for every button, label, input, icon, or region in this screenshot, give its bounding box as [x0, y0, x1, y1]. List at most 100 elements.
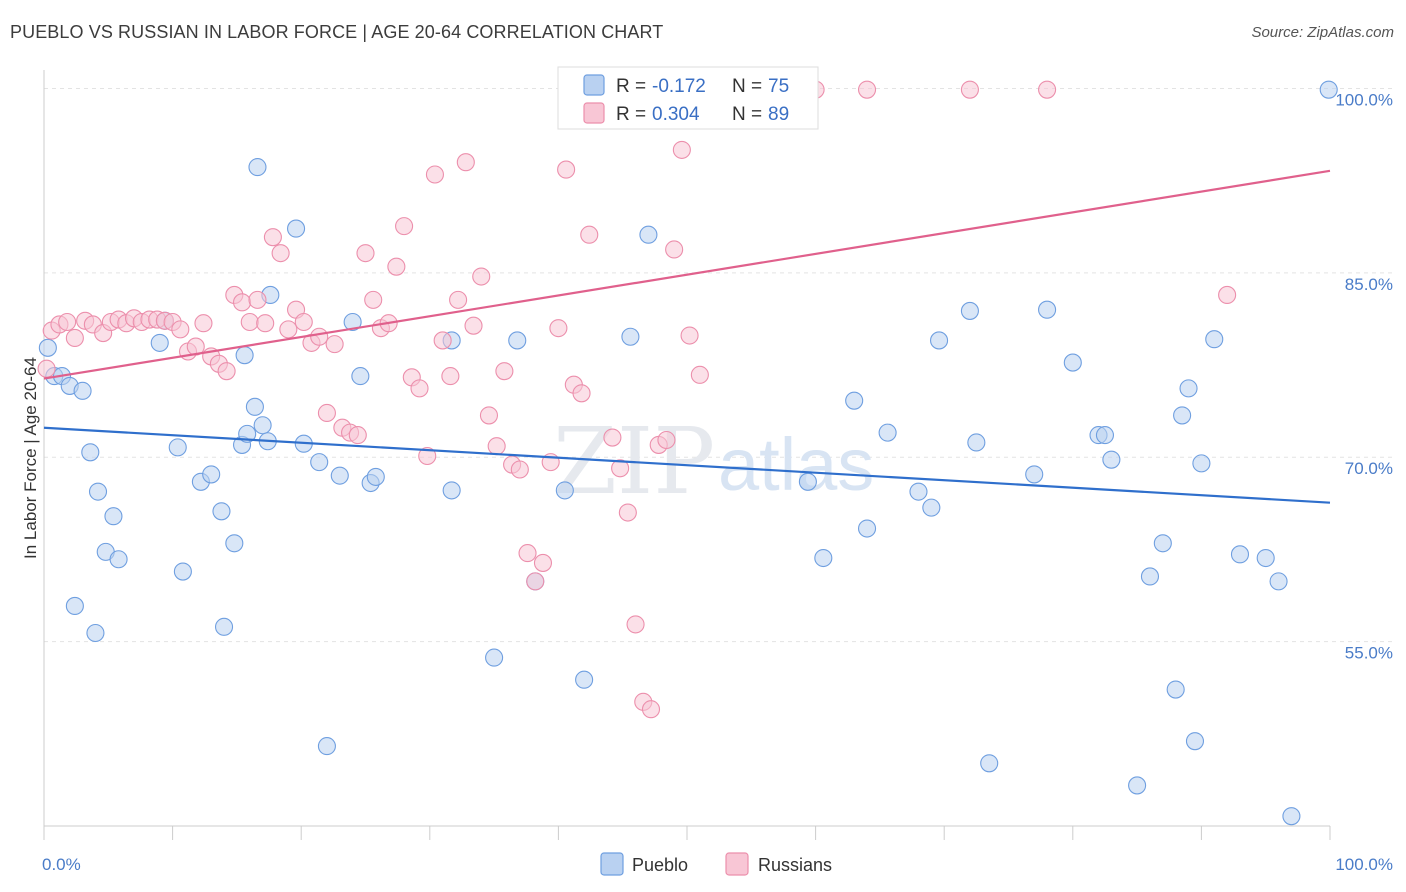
pueblo-point-37: [317, 737, 336, 756]
russians-point-74: [611, 459, 630, 478]
pueblo-point-61: [1063, 353, 1082, 372]
bottom-legend-swatch-russians: [725, 852, 749, 876]
watermark-atlas: atlas: [718, 423, 874, 506]
bottom-legend-label-russians: Russians: [758, 855, 832, 875]
pueblo-point-77: [1185, 732, 1205, 751]
y-tick-label-0: 55.0%: [1345, 644, 1393, 663]
russians-point-26: [240, 312, 259, 332]
pueblo-point-34: [351, 367, 370, 386]
y-tick-label-3: 100.0%: [1335, 90, 1393, 109]
pueblo-point-7: [104, 507, 123, 526]
russians-point-76: [626, 615, 645, 634]
y-tick-label-2: 85.0%: [1345, 275, 1393, 294]
russians-point-55: [464, 316, 483, 335]
pueblo-point-27: [248, 158, 267, 177]
chart-title: PUEBLO VS RUSSIAN IN LABOR FORCE | AGE 2…: [10, 22, 664, 42]
russians-point-49: [418, 446, 437, 466]
russians-point-46: [395, 217, 414, 236]
pueblo-point-76: [1319, 80, 1338, 99]
russians-point-30: [271, 244, 290, 263]
russians-points: [37, 80, 1237, 719]
legend-r-value-russians: 0.304: [652, 104, 700, 125]
pueblo-point-19: [225, 534, 244, 553]
pueblo-point-22: [214, 617, 234, 636]
russians-point-29: [263, 228, 282, 247]
russians-point-62: [518, 544, 537, 563]
russians-point-27: [248, 290, 267, 309]
russians-point-78: [641, 700, 661, 719]
pueblo-point-10: [65, 596, 84, 616]
russians-point-57: [479, 406, 499, 425]
legend-n-value-russians: 89: [768, 104, 789, 125]
pueblo-point-43: [555, 481, 574, 500]
pueblo-point-56: [960, 301, 979, 320]
x-tick-label-1: 100.0%: [1335, 855, 1393, 874]
pueblo-point-50: [845, 391, 864, 410]
pueblo-point-31: [310, 453, 329, 472]
russians-point-83: [680, 326, 699, 345]
russians-point-41: [356, 244, 375, 263]
source-label: Source: ZipAtlas.com: [1251, 24, 1394, 41]
pueblo-trend-line: [43, 426, 1331, 504]
pueblo-point-17: [202, 465, 221, 484]
pueblo-point-60: [1038, 300, 1057, 319]
russians-point-59: [495, 362, 514, 381]
pueblo-point-54: [922, 498, 941, 517]
pueblo-point-39: [442, 481, 461, 500]
pueblo-point-64: [1128, 776, 1147, 795]
trend-lines: [43, 169, 1331, 504]
russians-point-82: [672, 140, 691, 159]
pueblo-point-63: [1102, 450, 1121, 469]
russians-point-67: [557, 160, 576, 179]
pueblo-point-58: [980, 754, 999, 773]
russians-point-66: [549, 319, 568, 338]
pueblo-point-32: [330, 466, 349, 485]
russians-point-23: [217, 362, 236, 381]
pueblo-point-65: [1140, 567, 1160, 586]
pueblo-point-46: [621, 327, 640, 346]
pueblo-point-44: [575, 670, 594, 689]
pueblo-point-23: [235, 346, 254, 365]
pueblo-point-59: [1025, 465, 1044, 484]
pueblo-point-9: [109, 550, 128, 569]
pueblo-point-4: [73, 381, 92, 400]
russians-point-63: [526, 572, 545, 591]
russians-point-84: [690, 365, 709, 384]
axes: [43, 70, 1331, 840]
russians-point-31: [279, 320, 298, 339]
pueblo-point-5: [81, 443, 100, 462]
legend-n-value-pueblo: 75: [768, 76, 789, 97]
bottom-legend-label-pueblo: Pueblo: [632, 855, 688, 875]
russians-point-48: [410, 379, 429, 398]
russians-point-45: [387, 257, 406, 276]
pueblo-point-12: [150, 333, 169, 352]
russians-point-33: [294, 312, 313, 332]
pueblo-point-51: [857, 519, 877, 538]
pueblo-point-57: [967, 433, 986, 452]
russians-point-81: [665, 240, 684, 259]
pueblo-point-68: [1173, 406, 1192, 425]
y-axis-label: In Labor Force | Age 20-64: [21, 357, 40, 559]
pueblo-point-14: [168, 438, 187, 457]
legend-box: R = -0.172 N = 75 R = 0.304 N = 89: [557, 66, 819, 130]
russians-point-64: [533, 553, 553, 572]
pueblo-point-69: [1179, 379, 1198, 398]
legend-swatch-pueblo: [583, 74, 605, 96]
russians-point-56: [472, 267, 491, 286]
pueblo-point-6: [88, 482, 108, 501]
bottom-legend: Pueblo Russians: [600, 852, 832, 876]
pueblo-point-0: [38, 338, 57, 357]
pueblo-point-11: [86, 623, 105, 643]
pueblo-point-71: [1205, 330, 1224, 349]
pueblo-point-47: [639, 225, 658, 244]
legend-r-label-pueblo: R =: [616, 76, 646, 97]
pueblo-point-70: [1192, 454, 1211, 473]
russians-point-0: [37, 359, 56, 378]
russians-point-35: [310, 327, 329, 346]
legend-n-label-russians: N =: [732, 104, 762, 125]
pueblo-point-15: [173, 562, 192, 581]
russians-point-4: [65, 328, 84, 348]
grid-lines: [44, 87, 1395, 643]
russians-point-88: [1038, 80, 1057, 99]
